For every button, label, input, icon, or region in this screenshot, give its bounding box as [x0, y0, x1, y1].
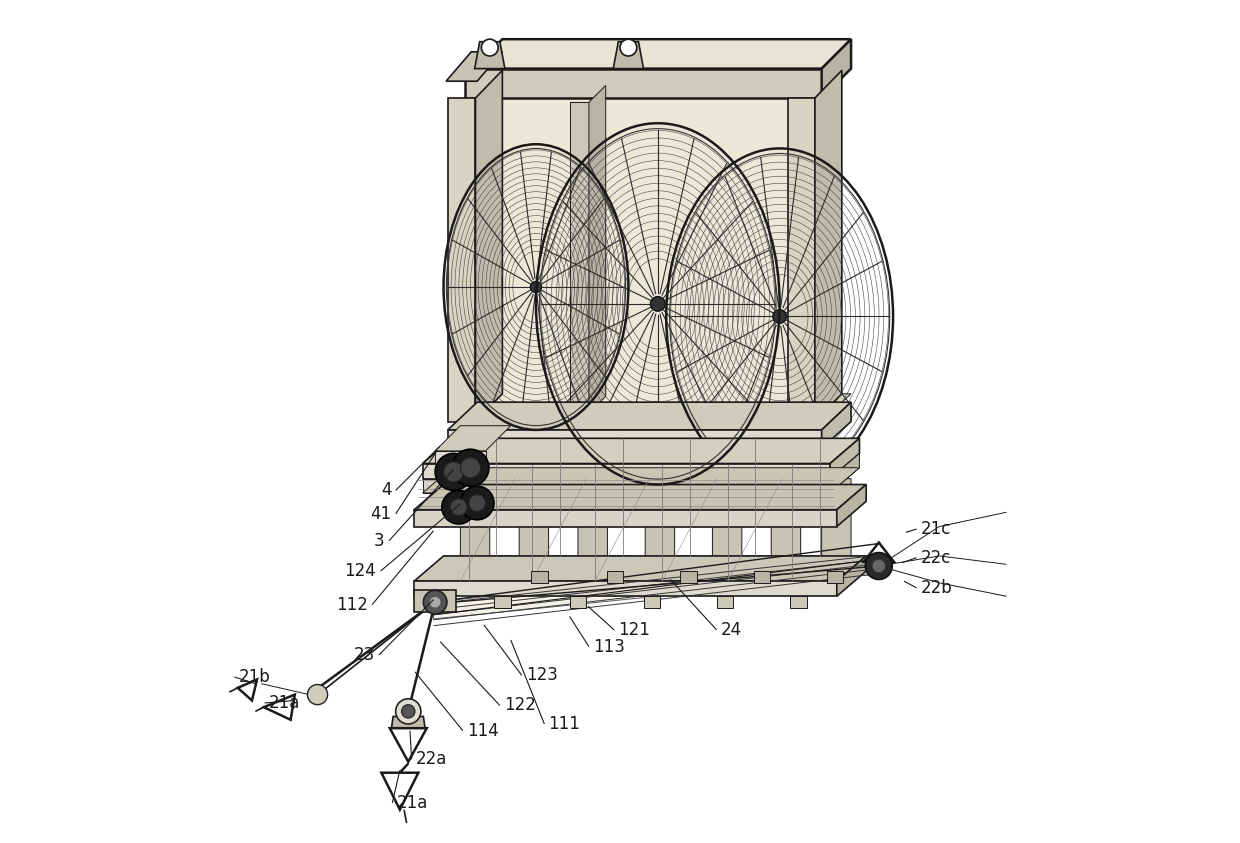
Polygon shape — [790, 596, 806, 608]
Polygon shape — [414, 581, 837, 596]
Polygon shape — [465, 68, 822, 98]
Polygon shape — [446, 51, 502, 81]
Polygon shape — [771, 479, 822, 581]
Polygon shape — [472, 39, 851, 68]
Polygon shape — [264, 695, 295, 720]
Text: 21a: 21a — [269, 694, 300, 712]
Text: 24: 24 — [720, 621, 742, 639]
Polygon shape — [414, 589, 456, 612]
Polygon shape — [460, 479, 511, 581]
Circle shape — [773, 309, 786, 323]
Circle shape — [469, 495, 486, 512]
Circle shape — [429, 596, 441, 608]
Polygon shape — [435, 451, 486, 464]
Text: 22a: 22a — [415, 750, 448, 768]
Text: 114: 114 — [467, 722, 498, 739]
Circle shape — [423, 590, 446, 614]
Polygon shape — [713, 479, 763, 581]
Text: 112: 112 — [336, 596, 368, 614]
Polygon shape — [837, 556, 867, 596]
Text: 22c: 22c — [921, 549, 951, 566]
Polygon shape — [789, 98, 815, 422]
Circle shape — [308, 685, 327, 705]
Polygon shape — [434, 556, 872, 619]
Polygon shape — [238, 679, 257, 701]
Text: 113: 113 — [593, 637, 625, 656]
Polygon shape — [389, 728, 427, 762]
Text: 21a: 21a — [397, 794, 428, 812]
Polygon shape — [448, 98, 475, 422]
Polygon shape — [448, 402, 851, 430]
Polygon shape — [822, 39, 851, 98]
Polygon shape — [827, 571, 843, 583]
Circle shape — [866, 552, 893, 579]
Polygon shape — [717, 596, 733, 608]
Polygon shape — [520, 479, 569, 581]
Text: 41: 41 — [371, 505, 392, 523]
Polygon shape — [414, 485, 867, 510]
Text: 121: 121 — [619, 621, 650, 639]
Polygon shape — [578, 479, 629, 581]
Text: 124: 124 — [345, 562, 376, 580]
Text: 123: 123 — [526, 666, 558, 685]
Text: 21c: 21c — [921, 520, 951, 538]
Polygon shape — [423, 438, 859, 464]
Polygon shape — [645, 479, 696, 581]
Text: 4: 4 — [381, 481, 392, 499]
Circle shape — [435, 454, 472, 491]
Polygon shape — [423, 464, 830, 479]
Polygon shape — [644, 596, 661, 608]
Polygon shape — [589, 85, 605, 413]
Circle shape — [402, 705, 415, 718]
Polygon shape — [475, 70, 502, 422]
Polygon shape — [435, 426, 511, 451]
Polygon shape — [569, 102, 589, 413]
Text: 23: 23 — [353, 646, 374, 664]
Polygon shape — [815, 70, 842, 422]
Circle shape — [396, 699, 420, 724]
Polygon shape — [414, 510, 837, 527]
Text: 111: 111 — [548, 715, 580, 733]
Polygon shape — [822, 479, 872, 581]
Polygon shape — [448, 430, 822, 448]
Polygon shape — [837, 485, 867, 527]
Text: 122: 122 — [503, 696, 536, 715]
Polygon shape — [423, 479, 830, 493]
Polygon shape — [465, 98, 822, 422]
Polygon shape — [614, 41, 644, 68]
Circle shape — [451, 449, 489, 486]
Polygon shape — [494, 596, 511, 608]
Circle shape — [460, 486, 494, 520]
Text: 22b: 22b — [921, 579, 952, 597]
Polygon shape — [382, 773, 418, 809]
Polygon shape — [465, 394, 851, 422]
Circle shape — [651, 297, 665, 311]
Circle shape — [450, 499, 467, 516]
Polygon shape — [830, 438, 859, 479]
Polygon shape — [830, 454, 859, 493]
Polygon shape — [681, 571, 697, 583]
Polygon shape — [531, 571, 548, 583]
Polygon shape — [423, 468, 859, 493]
Circle shape — [481, 39, 498, 56]
Circle shape — [872, 559, 885, 572]
Text: 3: 3 — [374, 532, 384, 550]
Polygon shape — [414, 556, 867, 581]
Circle shape — [444, 462, 464, 482]
Polygon shape — [864, 543, 894, 561]
Polygon shape — [754, 571, 770, 583]
Polygon shape — [392, 717, 425, 728]
Polygon shape — [569, 596, 587, 608]
Text: 21b: 21b — [238, 668, 270, 686]
Polygon shape — [475, 41, 505, 68]
Circle shape — [441, 491, 475, 524]
Polygon shape — [606, 571, 624, 583]
Circle shape — [620, 39, 637, 56]
Polygon shape — [822, 402, 851, 448]
Circle shape — [531, 282, 542, 293]
Circle shape — [460, 458, 481, 478]
